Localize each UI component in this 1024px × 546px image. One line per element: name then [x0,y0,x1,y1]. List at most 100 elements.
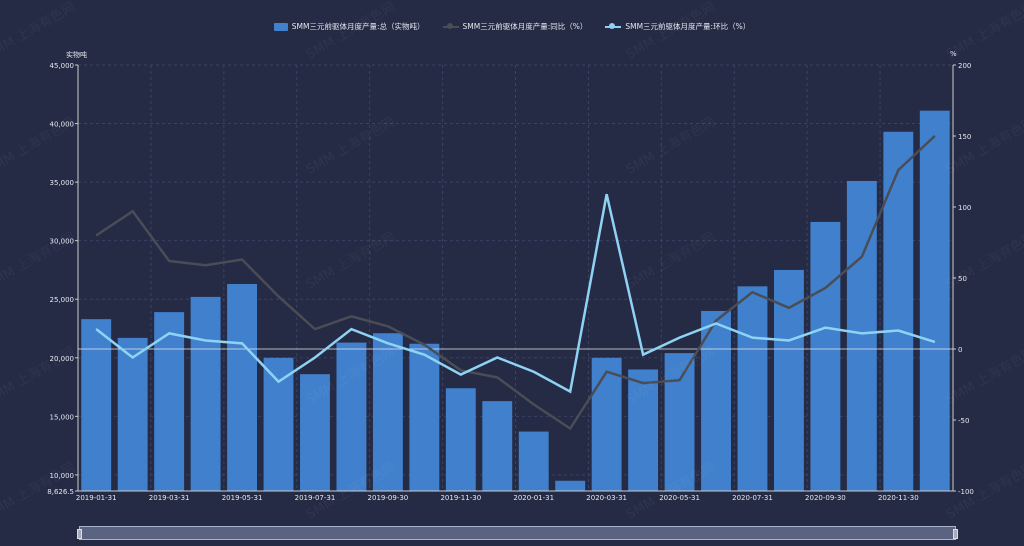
bar [482,401,513,491]
mom-point [205,339,207,341]
y2-tick-label: -100 [958,488,974,496]
y-tick-label: 20,000 [50,355,75,363]
x-tick-label: 2020-07-31 [732,494,773,502]
bar [81,319,112,491]
y2-tick-label: 100 [958,204,971,212]
y2-tick-label: 0 [958,346,962,354]
bar [591,357,622,491]
legend: SMM三元前驱体月度产量:总（实物吨） SMM三元前驱体月度产量:同比（%） S… [0,21,1024,32]
bar [409,343,440,491]
yoy-point [897,169,899,171]
mom-point [350,328,352,330]
mom-point [788,339,790,341]
mom-point [606,193,608,195]
bar [445,388,476,491]
mom-point [496,357,498,359]
left-axis-unit: 实物吨 [66,51,87,59]
legend-item-total[interactable]: SMM三元前驱体月度产量:总（实物吨） [273,21,425,32]
yoy-point [751,291,753,293]
yoy-point [642,382,644,384]
mom-point [387,342,389,344]
yoy-point [533,403,535,405]
x-tick-label: 2019-11-30 [440,494,481,502]
y-tick-label: 30,000 [50,238,75,246]
bar [300,374,330,491]
y2-tick-label: 200 [958,62,971,70]
yoy-point [788,307,790,309]
mom-point [278,381,280,383]
y-tick-label: 15,000 [50,413,75,421]
yoy-point [679,379,681,381]
yoy-point [132,210,134,212]
yoy-point [314,328,316,330]
yoy-point [278,295,280,297]
bar [737,286,768,491]
y2-tick-label: 150 [958,133,971,141]
legend-label: SMM三元前驱体月度产量:总（实物吨） [291,22,425,31]
bar [190,296,221,491]
mom-point [423,354,425,356]
bar [336,342,367,491]
line-swatch-icon [442,22,459,29]
bar [883,131,914,491]
mom-point [751,337,753,339]
data-zoom-slider[interactable] [77,526,958,540]
yoy-point [387,325,389,327]
mom-line [95,193,936,394]
yoy-point [460,369,462,371]
y-tick-label: 8,626.5 [47,488,74,496]
yoy-point [423,344,425,346]
bar [154,312,185,491]
slider-right-handle[interactable] [953,529,958,539]
x-tick-label: 2019-03-31 [149,494,190,502]
x-tick-label: 2019-07-31 [295,494,336,502]
yoy-point [241,259,243,261]
y-tick-label: 10,000 [50,472,75,480]
bar [919,110,950,491]
bar [628,369,659,491]
x-tick-label: 2019-09-30 [368,494,409,502]
mom-point [569,391,571,393]
yoy-point [350,315,352,317]
yoy-point [824,287,826,289]
x-tick-label: 2020-11-30 [878,494,919,502]
y-tick-label: 25,000 [50,296,75,304]
mom-point [679,337,681,339]
yoy-point [496,376,498,378]
legend-item-mom[interactable]: SMM三元前驱体月度产量:环比（%） [605,21,750,32]
yoy-point [715,320,717,322]
yoy-point [95,234,97,236]
y2-tick-label: -50 [958,417,969,425]
legend-label: SMM三元前驱体月度产量:环比（%） [625,22,751,31]
mom-point [95,328,97,330]
legend-item-yoy[interactable]: SMM三元前驱体月度产量:同比（%） [442,21,587,32]
y-tick-label: 35,000 [50,179,75,187]
mom-point [241,342,243,344]
mom-point [897,330,899,332]
mom-point [533,371,535,373]
slider-left-handle[interactable] [77,529,82,539]
bar [555,480,586,491]
bar [117,337,148,491]
y-tick-label: 40,000 [50,121,75,129]
bar [263,357,294,491]
yoy-point [168,260,170,262]
mom-point [460,374,462,376]
yoy-point [205,264,207,266]
bar [846,180,877,491]
right-axis-unit: % [950,50,957,58]
mom-point [715,322,717,324]
yoy-point [569,428,571,430]
x-tick-label: 2019-05-31 [222,494,263,502]
mom-point [168,332,170,334]
mom-point [934,341,936,343]
bar [372,333,403,491]
bar-swatch-icon [273,22,288,31]
mom-point [824,327,826,329]
yoy-line [95,135,936,431]
yoy-point [606,371,608,373]
mom-point [861,332,863,334]
x-tick-label: 2020-05-31 [659,494,700,502]
mom-point [314,357,316,359]
